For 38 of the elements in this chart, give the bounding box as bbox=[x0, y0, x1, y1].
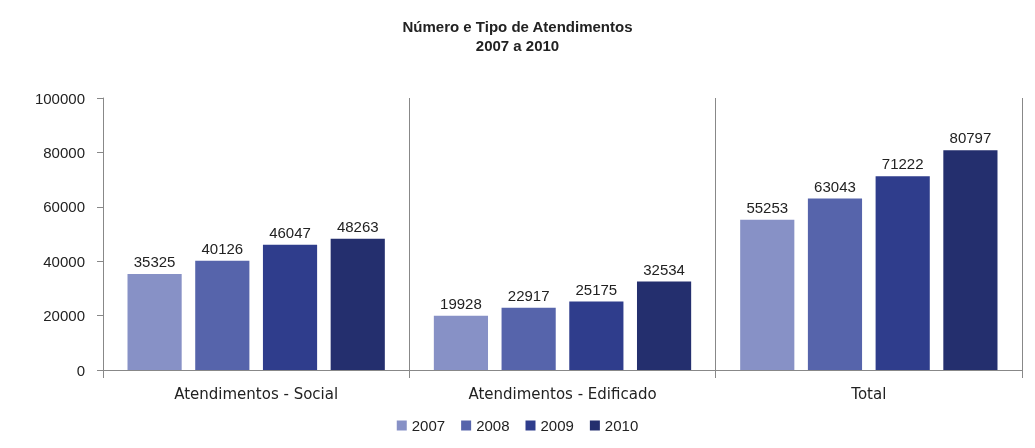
y-tick-label: 40000 bbox=[43, 252, 85, 270]
bar bbox=[330, 238, 385, 370]
data-label: 63043 bbox=[814, 177, 856, 195]
y-tick-label: 0 bbox=[76, 361, 85, 379]
x-tick-label: Atendimentos - Edificado bbox=[468, 384, 657, 403]
legend-label: 2007 bbox=[411, 417, 446, 434]
data-label: 80797 bbox=[949, 129, 992, 147]
x-tick-label: Atendimentos - Social bbox=[174, 384, 339, 403]
bar bbox=[807, 198, 863, 370]
data-label: 25175 bbox=[575, 280, 618, 298]
data-label: 71222 bbox=[881, 155, 924, 173]
data-label: 55253 bbox=[746, 198, 789, 216]
bar bbox=[740, 219, 795, 370]
bar bbox=[943, 150, 998, 370]
bar bbox=[636, 281, 692, 370]
bar bbox=[127, 273, 182, 370]
y-tick-label: 20000 bbox=[43, 307, 85, 325]
data-label: 35325 bbox=[133, 252, 176, 270]
chart-title: Número e Tipo de Atendimentos 2007 a 2010 bbox=[402, 18, 633, 54]
x-tick-label: Total bbox=[850, 384, 887, 403]
bar bbox=[501, 307, 556, 370]
legend-label: 2009 bbox=[540, 417, 574, 434]
bar bbox=[569, 301, 624, 370]
legend-label: 2008 bbox=[476, 417, 510, 434]
data-label: 48263 bbox=[336, 217, 379, 235]
y-tick-label: 80000 bbox=[43, 143, 85, 161]
bar bbox=[433, 315, 489, 370]
data-label: 46047 bbox=[269, 223, 311, 241]
data-label: 40126 bbox=[201, 239, 244, 257]
bar bbox=[262, 244, 318, 370]
data-label: 19928 bbox=[440, 294, 482, 312]
bar bbox=[875, 176, 930, 370]
y-tick-label: 100000 bbox=[34, 89, 85, 107]
data-label: 22917 bbox=[507, 286, 550, 304]
bar bbox=[195, 260, 250, 370]
legend-label: 2010 bbox=[604, 417, 639, 434]
data-label: 32534 bbox=[643, 260, 685, 278]
y-tick-label: 60000 bbox=[43, 198, 85, 216]
